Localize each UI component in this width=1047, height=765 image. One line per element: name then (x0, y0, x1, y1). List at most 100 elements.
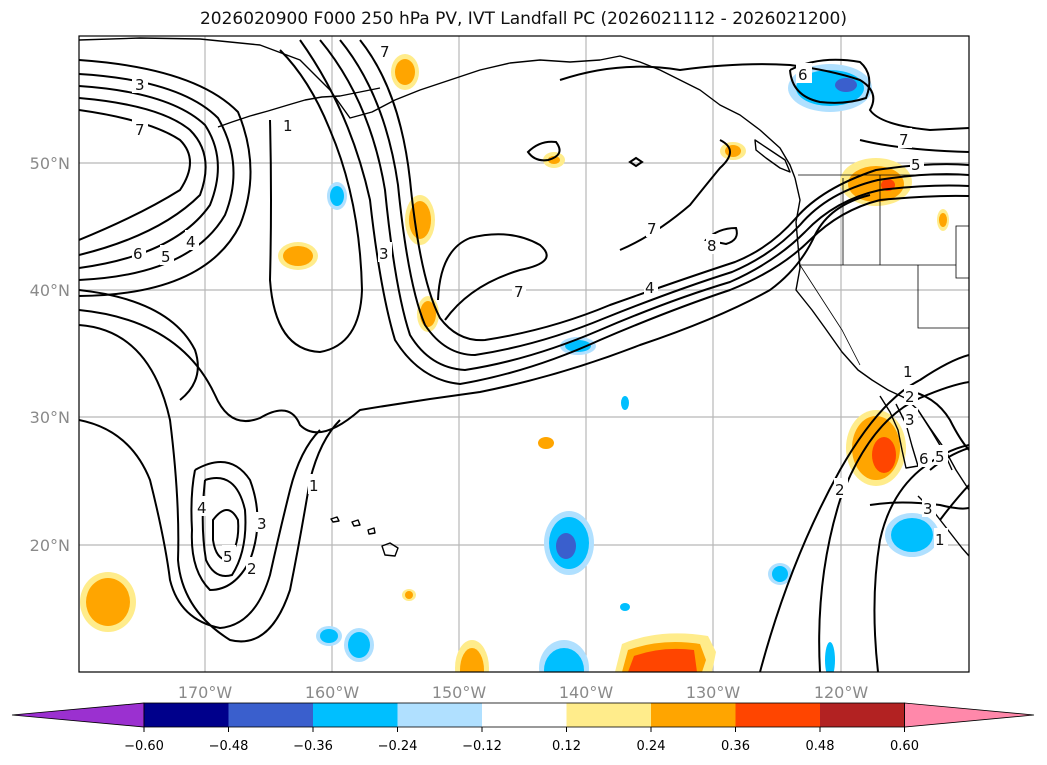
contour-north-6 (789, 58, 871, 104)
contour-se-4 (939, 484, 969, 521)
fill-blob-hawaii-neg (544, 511, 594, 575)
fill-blob-small-neg-se (768, 563, 792, 585)
hawaii-main (381, 542, 399, 557)
contour-label: 6 (919, 450, 929, 468)
fill-blob-mid-pos-b (405, 195, 435, 245)
fill-blob-baja-neg (885, 513, 939, 557)
contour-se-6 (904, 389, 969, 451)
fill-blob-mid-neg (327, 182, 347, 210)
contour-se-2 (818, 381, 969, 672)
fill-blob-tiny-neg-s (620, 603, 630, 611)
contour-label: 7 (380, 43, 390, 61)
fill-blob-south-pos-big (615, 633, 716, 672)
contour-label: 5 (223, 548, 233, 566)
contour-label: 7 (647, 220, 657, 238)
contour-trough-3 (319, 39, 969, 372)
colorbar-tick-label: −0.60 (124, 739, 164, 754)
contour-mid-1 (437, 233, 548, 321)
alaska-coast (79, 37, 796, 179)
contour-north-jet-3 (79, 85, 219, 269)
contour-label: 3 (923, 500, 933, 518)
contour-subtropical-2 (79, 419, 321, 630)
lat-label: 50°N (30, 154, 70, 173)
contour-label: 2 (247, 560, 257, 578)
colorbar-bin (820, 703, 905, 727)
contour-mini (628, 156, 644, 168)
contour-trough-5 (359, 39, 969, 342)
contour-low-1 (79, 289, 199, 401)
contour-label: 5 (161, 248, 171, 266)
contour-se-7 (869, 501, 969, 510)
fill-blob-mid-pos-a (278, 242, 318, 270)
fill-blob-tiny-neg (621, 396, 629, 410)
fill-blob-east (937, 209, 949, 231)
contour-trough-1 (268, 49, 364, 354)
contour-label: 3 (135, 76, 145, 94)
colorbar-tick-label: −0.48 (209, 739, 249, 754)
contour-label: 7 (135, 121, 145, 139)
contour-subtropical-5 (212, 509, 240, 562)
contour-label: 4 (197, 499, 207, 517)
contour-label: 1 (935, 531, 945, 549)
contour-se-1 (759, 354, 969, 672)
lon-label: 160°W (305, 683, 360, 702)
coastlines (79, 37, 969, 557)
colorbar-extend-low (11, 702, 145, 728)
longitude-labels: 170°W 160°W 150°W 140°W 130°W 120°W (178, 683, 869, 702)
colorbar-bin (228, 703, 313, 727)
map-frame (78, 35, 970, 673)
contour-trough-2 (299, 39, 969, 386)
contour-label: 5 (911, 156, 921, 174)
contour-label: 1 (903, 363, 913, 381)
lon-label: 130°W (686, 683, 741, 702)
fill-blob-baja-pos (846, 410, 906, 486)
colorbar-tick-label: 0.12 (552, 739, 581, 754)
lon-label: 150°W (432, 683, 487, 702)
colorbar-tick-label: −0.24 (378, 739, 418, 754)
colorbar-bin (144, 703, 229, 727)
contour-label: 2 (835, 481, 845, 499)
contour-label: 3 (257, 515, 267, 533)
fill-blob-west-pos (80, 572, 136, 632)
fill-blob-south-neg (539, 640, 589, 672)
colorbar: −0.60 −0.48 −0.36 −0.24 −0.12 0.12 0.24 … (11, 702, 1035, 754)
colorbar-bin (397, 703, 482, 727)
colorbar-tick-label: 0.24 (637, 739, 666, 754)
lat-label: 30°N (30, 408, 70, 427)
colorbar-bin (313, 703, 398, 727)
colorbar-extend-high (904, 702, 1035, 728)
latitude-labels: 50°N 40°N 30°N 20°N (30, 154, 70, 555)
lat-label: 20°N (30, 536, 70, 555)
hawaii-small-1 (351, 519, 361, 527)
colorbar-bin (651, 703, 736, 727)
contour-subtropical-3 (190, 461, 259, 592)
fill-blob-se-neg (825, 642, 835, 672)
colorbar-tick-label: −0.36 (293, 739, 333, 754)
colorbar-bin (566, 703, 651, 727)
colorbar-tick-label: 0.48 (806, 739, 835, 754)
contour-label: 8 (707, 237, 717, 255)
fill-blob-gulf-alaska (391, 54, 419, 90)
vancouver-island (754, 139, 791, 173)
fill-blob-small-neg-s (316, 626, 342, 646)
contour-subtropical-4 (201, 477, 247, 577)
baja-peninsula (879, 395, 919, 469)
contour-north-jet-5 (79, 59, 252, 297)
map-title: 2026020900 F000 250 hPa PV, IVT Landfall… (199, 9, 847, 29)
contour-8 (703, 226, 738, 246)
contour-ak-small (526, 140, 561, 162)
lat-label: 40°N (30, 281, 70, 300)
fill-blob-tiny-pos (538, 437, 554, 449)
lon-label: 120°W (814, 683, 869, 702)
contour-label: 7 (899, 131, 909, 149)
contour-se-5 (929, 447, 969, 471)
lon-label: 140°W (559, 683, 614, 702)
colorbar-tick-label: 0.36 (721, 739, 750, 754)
map-background (79, 36, 969, 672)
contour-label: 7 (514, 283, 524, 301)
contour-label: 1 (283, 117, 293, 135)
fill-blob-small-neg-s2 (344, 628, 374, 662)
colorbar-tick-label: 0.60 (890, 739, 919, 754)
contour-label: 6 (798, 66, 808, 84)
pv-contours (79, 39, 969, 672)
